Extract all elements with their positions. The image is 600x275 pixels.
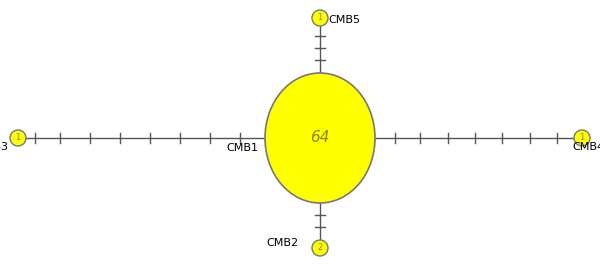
Ellipse shape xyxy=(265,73,375,203)
Circle shape xyxy=(312,240,328,256)
Text: CMB5: CMB5 xyxy=(328,15,360,25)
Text: 2: 2 xyxy=(317,243,323,252)
Text: 64: 64 xyxy=(310,131,330,145)
Circle shape xyxy=(574,130,590,146)
Text: CMB1: CMB1 xyxy=(226,143,258,153)
Text: 1: 1 xyxy=(16,133,20,142)
Text: 1: 1 xyxy=(317,13,323,23)
Circle shape xyxy=(312,10,328,26)
Text: CMB3: CMB3 xyxy=(0,142,8,152)
Text: CMB2: CMB2 xyxy=(266,238,298,248)
Text: 1: 1 xyxy=(580,133,584,142)
Circle shape xyxy=(10,130,26,146)
Text: CMB4: CMB4 xyxy=(572,142,600,152)
